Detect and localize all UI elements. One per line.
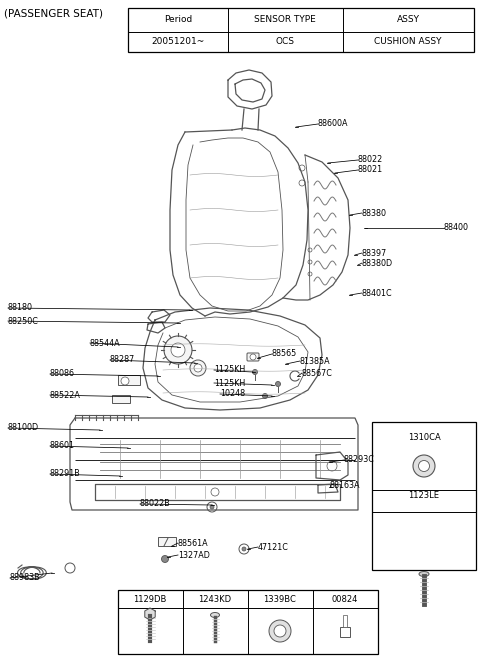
Text: 88380D: 88380D [362,258,393,268]
Text: 1310CA: 1310CA [408,432,440,441]
Text: 88163A: 88163A [330,480,360,489]
Text: 88601: 88601 [50,441,75,451]
Text: 88401C: 88401C [362,289,393,298]
Bar [340,627,350,637]
Circle shape [274,625,286,637]
Text: 88600A: 88600A [318,119,348,129]
Text: 88287: 88287 [110,356,135,365]
Bar [118,375,140,385]
Text: 88022: 88022 [358,155,383,165]
Circle shape [276,382,280,386]
Text: 88021: 88021 [358,165,383,174]
Circle shape [299,180,305,186]
Circle shape [242,547,246,551]
Circle shape [65,563,75,573]
Text: 88397: 88397 [362,249,387,258]
Text: 88100D: 88100D [8,424,39,432]
Bar [112,395,130,403]
Circle shape [413,455,435,477]
Circle shape [308,260,312,264]
Bar [118,590,378,654]
Circle shape [210,505,214,509]
Circle shape [299,165,305,171]
Circle shape [207,502,217,512]
Circle shape [164,336,192,364]
Circle shape [308,272,312,276]
Text: 20051201~: 20051201~ [151,37,204,45]
Circle shape [121,377,129,385]
Text: SENSOR TYPE: SENSOR TYPE [254,16,316,24]
Circle shape [239,544,249,554]
Text: 88561A: 88561A [178,539,209,548]
Text: 1125KH: 1125KH [214,379,245,388]
Text: CUSHION ASSY: CUSHION ASSY [374,37,442,45]
Bar [158,537,176,546]
Circle shape [252,369,257,375]
Circle shape [161,556,168,562]
FancyBboxPatch shape [247,353,259,361]
Text: 10248: 10248 [220,390,245,398]
Circle shape [211,488,219,496]
Text: OCS: OCS [276,37,295,45]
Circle shape [194,364,202,372]
Text: 88400: 88400 [444,224,469,232]
Text: 47121C: 47121C [258,543,289,552]
Circle shape [419,461,430,472]
Text: 1129DB: 1129DB [133,594,167,604]
Text: 88022B: 88022B [140,499,171,508]
Text: 88293C: 88293C [344,455,375,464]
Text: 88983B: 88983B [10,573,41,583]
Text: 1339BC: 1339BC [264,594,297,604]
Text: (PASSENGER SEAT): (PASSENGER SEAT) [4,8,103,18]
Text: 1243KD: 1243KD [198,594,231,604]
Ellipse shape [211,613,219,617]
Text: 88522A: 88522A [50,390,81,400]
Text: 88565: 88565 [272,350,297,358]
Text: 1327AD: 1327AD [178,550,210,560]
Circle shape [327,461,337,471]
Text: 00824: 00824 [332,594,358,604]
Text: 88180: 88180 [8,304,33,312]
Ellipse shape [419,571,429,577]
Circle shape [263,394,267,398]
Circle shape [269,620,291,642]
Circle shape [250,354,256,360]
Text: 1125KH: 1125KH [214,365,245,375]
Text: Period: Period [164,16,192,24]
Text: 88086: 88086 [50,369,75,379]
Text: 1123LE: 1123LE [408,491,440,499]
Text: 88544A: 88544A [90,338,120,348]
Bar [343,615,347,627]
Text: 88380: 88380 [362,209,387,218]
Bar [128,8,474,52]
Circle shape [171,343,185,357]
Text: 88291B: 88291B [50,470,81,478]
Text: ASSY: ASSY [396,16,420,24]
Polygon shape [145,608,155,620]
Circle shape [308,248,312,252]
Bar [372,422,476,570]
Text: 88250C: 88250C [8,316,39,325]
Circle shape [190,360,206,376]
Text: 88567C: 88567C [302,369,333,377]
Text: 81385A: 81385A [300,356,331,365]
